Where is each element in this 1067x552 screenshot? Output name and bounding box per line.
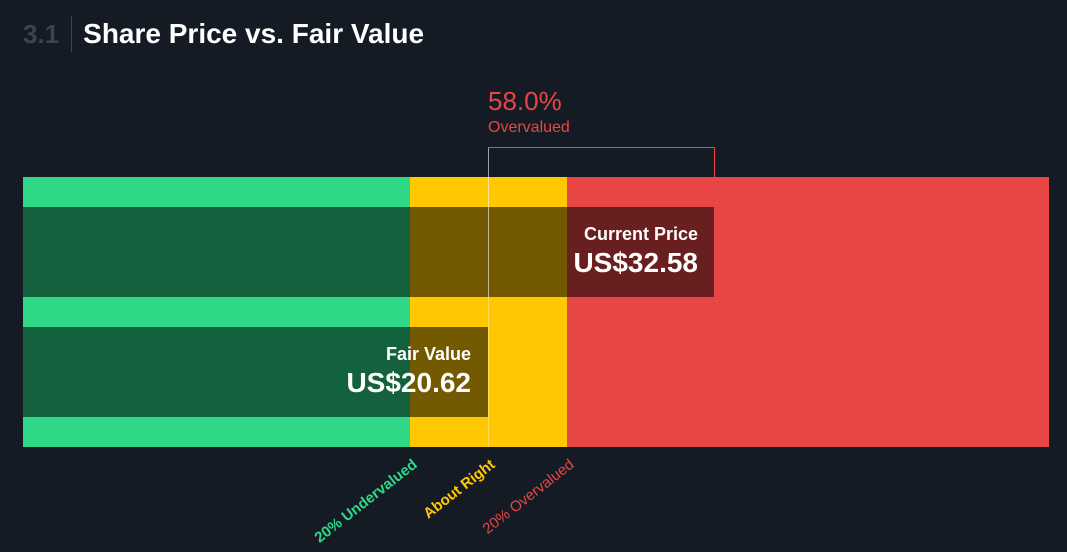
- current-price-bar: [23, 207, 715, 297]
- fair-value-value: US$20.62: [346, 367, 471, 398]
- fair-value-label: Fair Value: [385, 344, 471, 364]
- valuation-percent: 58.0%: [488, 86, 562, 116]
- overvalued-bracket: [488, 147, 715, 297]
- current-price-text: Current Price US$32.58: [573, 224, 698, 279]
- section-number: 3.1: [23, 18, 60, 49]
- section-header: 3.1 Share Price vs. Fair Value: [23, 14, 424, 54]
- page-title: Share Price vs. Fair Value: [83, 18, 425, 49]
- current-price-value: US$32.58: [573, 247, 698, 278]
- fair-value-guide-line: [488, 147, 489, 447]
- undervalued-tick-label: 20% Undervalued: [311, 456, 421, 547]
- valuation-label: Overvalued: [488, 119, 570, 136]
- header-divider: [71, 16, 73, 52]
- fair-value-bar: [23, 327, 488, 417]
- fair-value-text: Fair Value US$20.62: [346, 344, 471, 399]
- current-price-label: Current Price: [583, 224, 698, 244]
- about-right-tick-label: About Right: [420, 456, 499, 523]
